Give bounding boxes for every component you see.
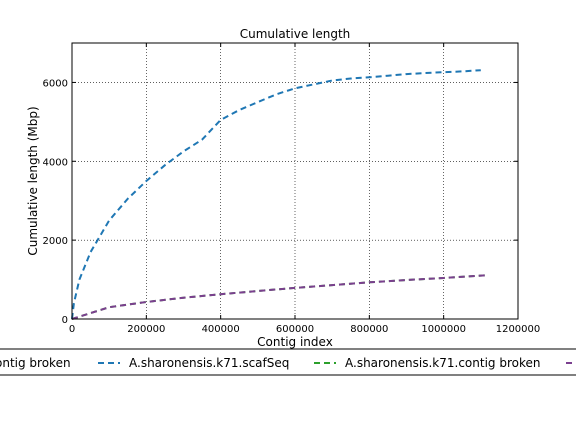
y-tick-label: 0 [62,315,68,326]
grid [72,43,518,319]
y-tick-label: 6000 [43,78,68,89]
x-tick-label: 600000 [276,324,314,335]
x-tick-label: 0 [69,324,75,335]
y-axis-label: Cumulative length (Mbp) [26,106,40,255]
y-tick-label: 4000 [43,157,68,168]
series-line-2 [71,274,489,320]
legend: ontig broken A.sharonensis.k71.scafSeq A… [0,348,576,376]
x-tick-label: 200000 [127,324,165,335]
series-line-0 [71,69,481,320]
axis-ticks: 0 200000 400000 600000 800000 1000000 1200000 0… [43,43,541,335]
legend-label-contig-broken: A.sharonensis.k71.contig broken [345,356,540,370]
series-group [71,69,489,320]
legend-label-contig-broken-clipped: ontig broken [0,356,71,370]
legend-label-scafseq: A.sharonensis.k71.scafSeq [129,356,289,370]
y-tick-label: 2000 [43,236,68,247]
x-tick-label: 1000000 [421,324,466,335]
x-axis-label: Contig index [257,335,333,349]
x-tick-label: 800000 [350,324,388,335]
x-tick-label: 1200000 [496,324,541,335]
chart-title: Cumulative length [240,27,351,41]
series-line-1 [71,274,489,320]
x-tick-label: 400000 [202,324,240,335]
